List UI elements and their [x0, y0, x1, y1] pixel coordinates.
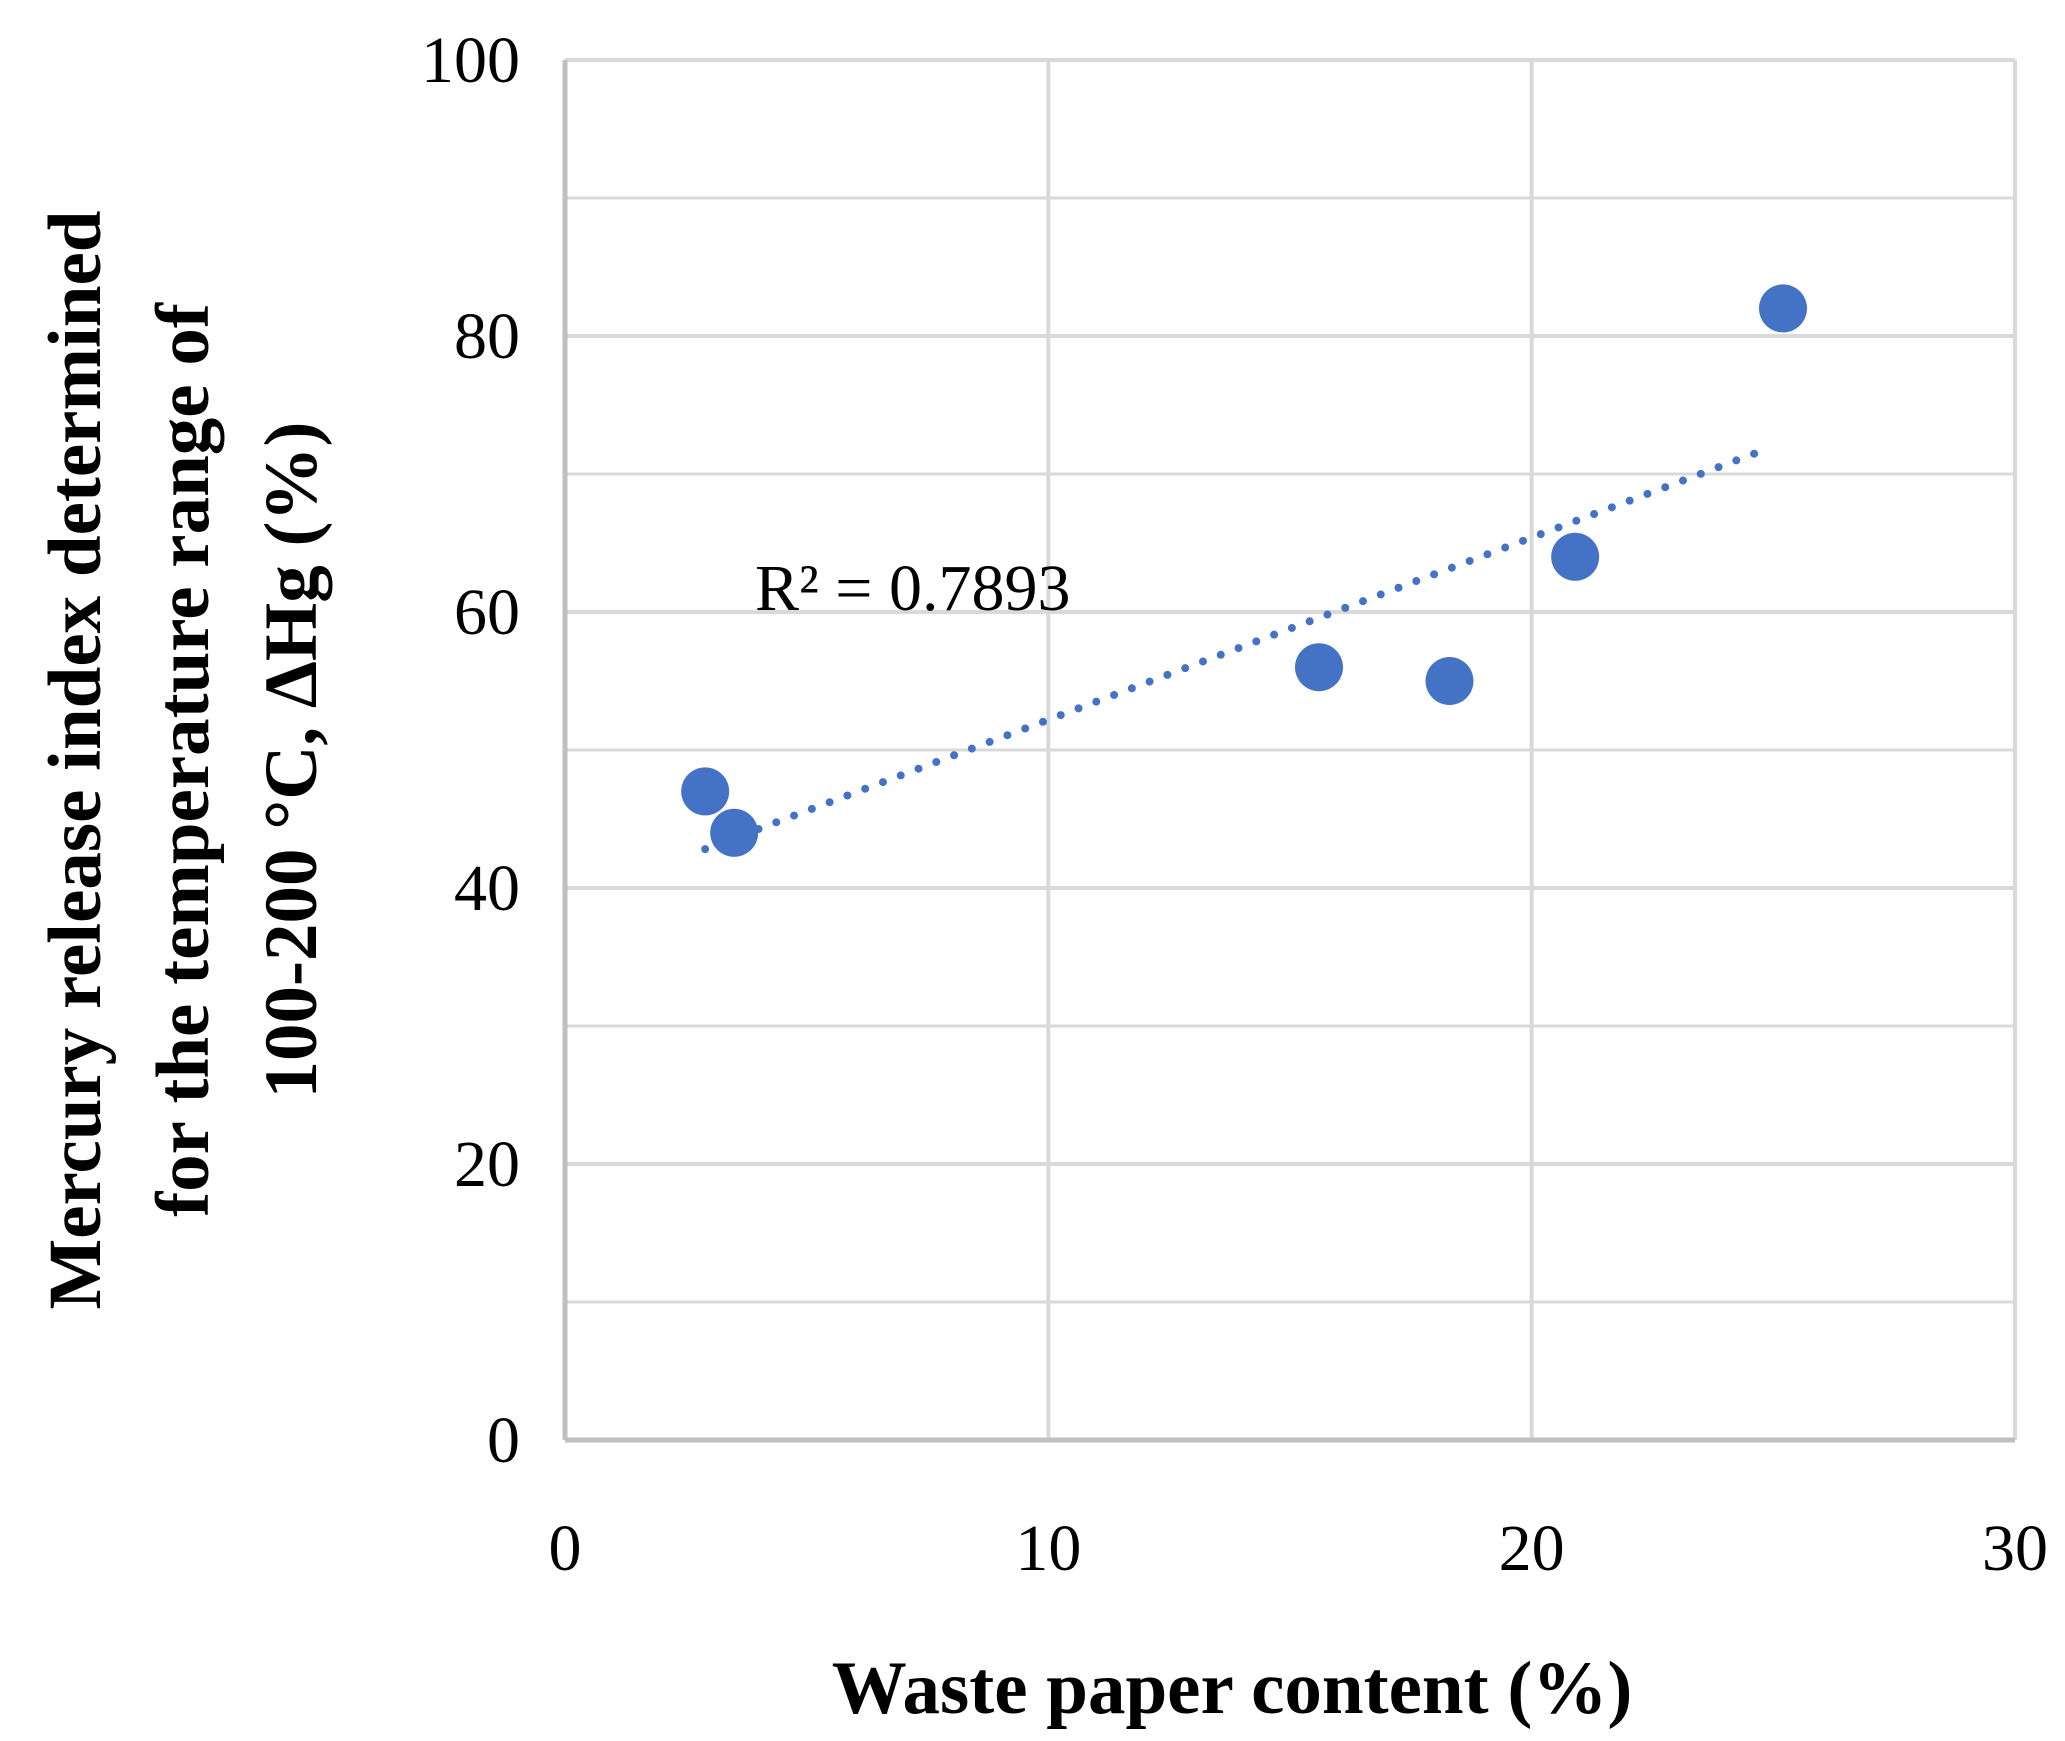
y-axis-title-line-2: for the temperature range of	[142, 302, 225, 1217]
data-point	[1425, 657, 1474, 705]
y-tick-label: 40	[454, 852, 520, 925]
trendline	[701, 446, 1768, 854]
x-tick-label: 20	[1499, 1512, 1565, 1585]
trendline-dotted	[701, 446, 1768, 854]
x-tick-label: 30	[1982, 1512, 2048, 1585]
y-tick-label: 60	[454, 576, 520, 649]
y-tick-label: 20	[454, 1128, 520, 1201]
y-tick-label: 0	[487, 1404, 520, 1477]
y-axis-title: Mercury release index determined for the…	[34, 211, 333, 1310]
x-tick-label: 0	[549, 1512, 582, 1585]
data-point	[1551, 532, 1600, 581]
y-tick-label: 100	[421, 24, 520, 97]
y-axis-title-line-1: Mercury release index determined	[34, 211, 117, 1310]
data-point	[710, 808, 759, 857]
y-axis-title-line-3: 100-200 °C, ΔHg (%)	[250, 422, 333, 1099]
tick-labels: 0 20 40 60 80 100 0 10 20 30	[421, 24, 2048, 1585]
x-axis-title: Waste paper content (%)	[832, 1647, 1633, 1730]
x-tick-label: 10	[1015, 1512, 1081, 1585]
r-squared-label: R² = 0.7893	[755, 552, 1071, 625]
data-points	[681, 284, 1807, 857]
data-point	[1295, 643, 1343, 692]
grid	[565, 58, 2017, 1440]
data-point	[681, 767, 730, 816]
data-point	[1759, 284, 1807, 333]
axes	[562, 60, 2015, 1443]
y-tick-label: 80	[454, 300, 520, 373]
